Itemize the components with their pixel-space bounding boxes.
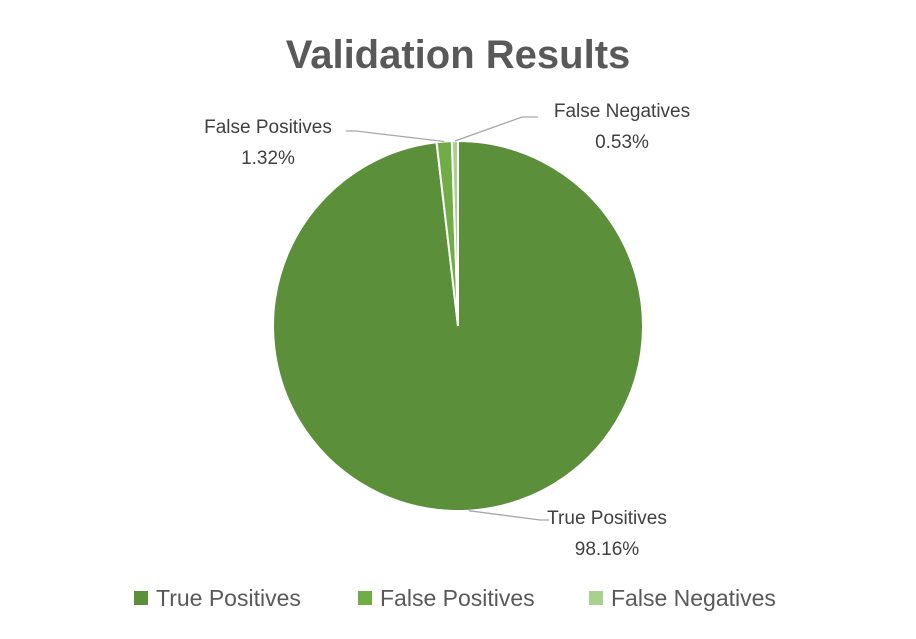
data-label-category-false-positives: False Positives (204, 117, 332, 138)
leader-line-false-positives (346, 130, 445, 143)
data-label-value-false-negatives: 0.53% (595, 132, 649, 153)
chart-title: Validation Results (286, 33, 631, 77)
pie-slice-false-negatives (450, 139, 459, 327)
data-label-value-false-positives: 1.32% (241, 148, 295, 169)
leader-line-true-positives (468, 510, 549, 521)
legend-swatch-false-positives (358, 591, 372, 605)
data-labels: True Positives 98.16% False Positives 1.32%… (204, 101, 690, 560)
leader-lines (346, 116, 549, 521)
legend-item-false-positives: False Positives (358, 585, 535, 611)
data-label-value-true-positives: 98.16% (575, 539, 640, 560)
legend-label-true-positives: True Positives (156, 585, 301, 611)
legend-item-true-positives: True Positives (134, 585, 301, 611)
pie-slices (272, 139, 644, 512)
legend-label-false-positives: False Positives (380, 585, 535, 611)
legend-swatch-false-negatives (589, 591, 603, 605)
data-label-category-true-positives: True Positives (547, 508, 667, 529)
data-label-category-false-negatives: False Negatives (554, 101, 690, 122)
legend-item-false-negatives: False Negatives (589, 585, 776, 611)
legend-label-false-negatives: False Negatives (611, 585, 776, 611)
legend-swatch-true-positives (134, 591, 148, 605)
leader-line-false-negatives (454, 116, 538, 142)
legend: True Positives False Positives False Negat… (134, 585, 776, 611)
